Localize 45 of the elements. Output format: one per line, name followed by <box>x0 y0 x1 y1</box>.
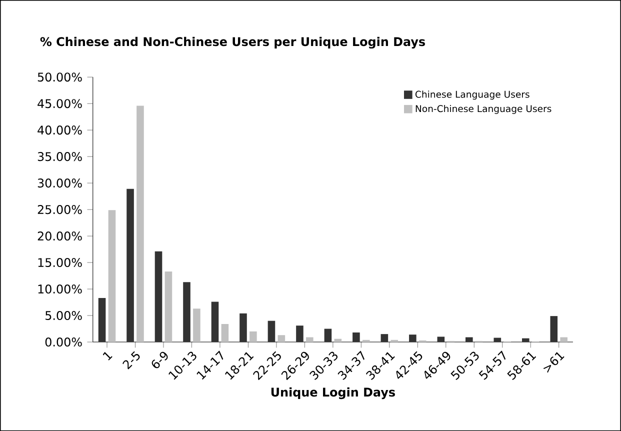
x-axis-title: Unique Login Days <box>271 387 395 400</box>
bar <box>550 316 558 342</box>
y-tick-label: 45.00% <box>38 99 82 108</box>
bar <box>352 332 360 342</box>
bar <box>183 282 190 342</box>
x-tick-label: 1 <box>102 352 112 360</box>
bar <box>437 336 445 342</box>
bar <box>108 210 116 342</box>
legend-label: Non-Chinese Language Users <box>416 104 552 114</box>
y-tick-label: 40.00% <box>38 125 82 135</box>
bar <box>193 308 200 342</box>
bar <box>278 335 286 342</box>
bar <box>211 302 219 342</box>
bar <box>98 298 106 342</box>
bar <box>380 334 388 342</box>
bar <box>154 251 162 342</box>
bar <box>409 334 416 342</box>
legend-label: Chinese Language Users <box>415 90 530 100</box>
bar <box>126 188 134 342</box>
y-tick-label: 50.00% <box>38 72 82 82</box>
y-tick-label: 15.00% <box>38 258 82 267</box>
bar <box>221 324 229 342</box>
bar <box>136 106 144 342</box>
y-tick-label: 5.00% <box>46 310 82 320</box>
y-tick-label: 35.00% <box>38 152 82 162</box>
bar <box>334 338 342 342</box>
y-tick-label: 25.00% <box>38 204 82 214</box>
bar <box>240 313 247 342</box>
y-tick-label: 20.00% <box>38 231 82 240</box>
bar <box>466 337 473 342</box>
bar <box>268 320 276 342</box>
bar <box>250 331 257 342</box>
y-tick-label: 0.00% <box>45 337 82 346</box>
x-tick-label: 6-9 <box>152 352 168 368</box>
y-tick-label: 10.00% <box>38 284 82 294</box>
bar <box>306 337 314 342</box>
x-tick-label: 2-5 <box>122 351 140 370</box>
bar <box>164 271 172 342</box>
bar <box>324 328 332 342</box>
chart-title: % Chinese and Non-Chinese Users per Unique Login Days <box>40 36 425 48</box>
y-tick-label: 30.00% <box>38 178 82 188</box>
bar <box>296 326 304 342</box>
bar <box>560 337 568 342</box>
bar <box>494 338 502 342</box>
bar <box>522 338 530 342</box>
